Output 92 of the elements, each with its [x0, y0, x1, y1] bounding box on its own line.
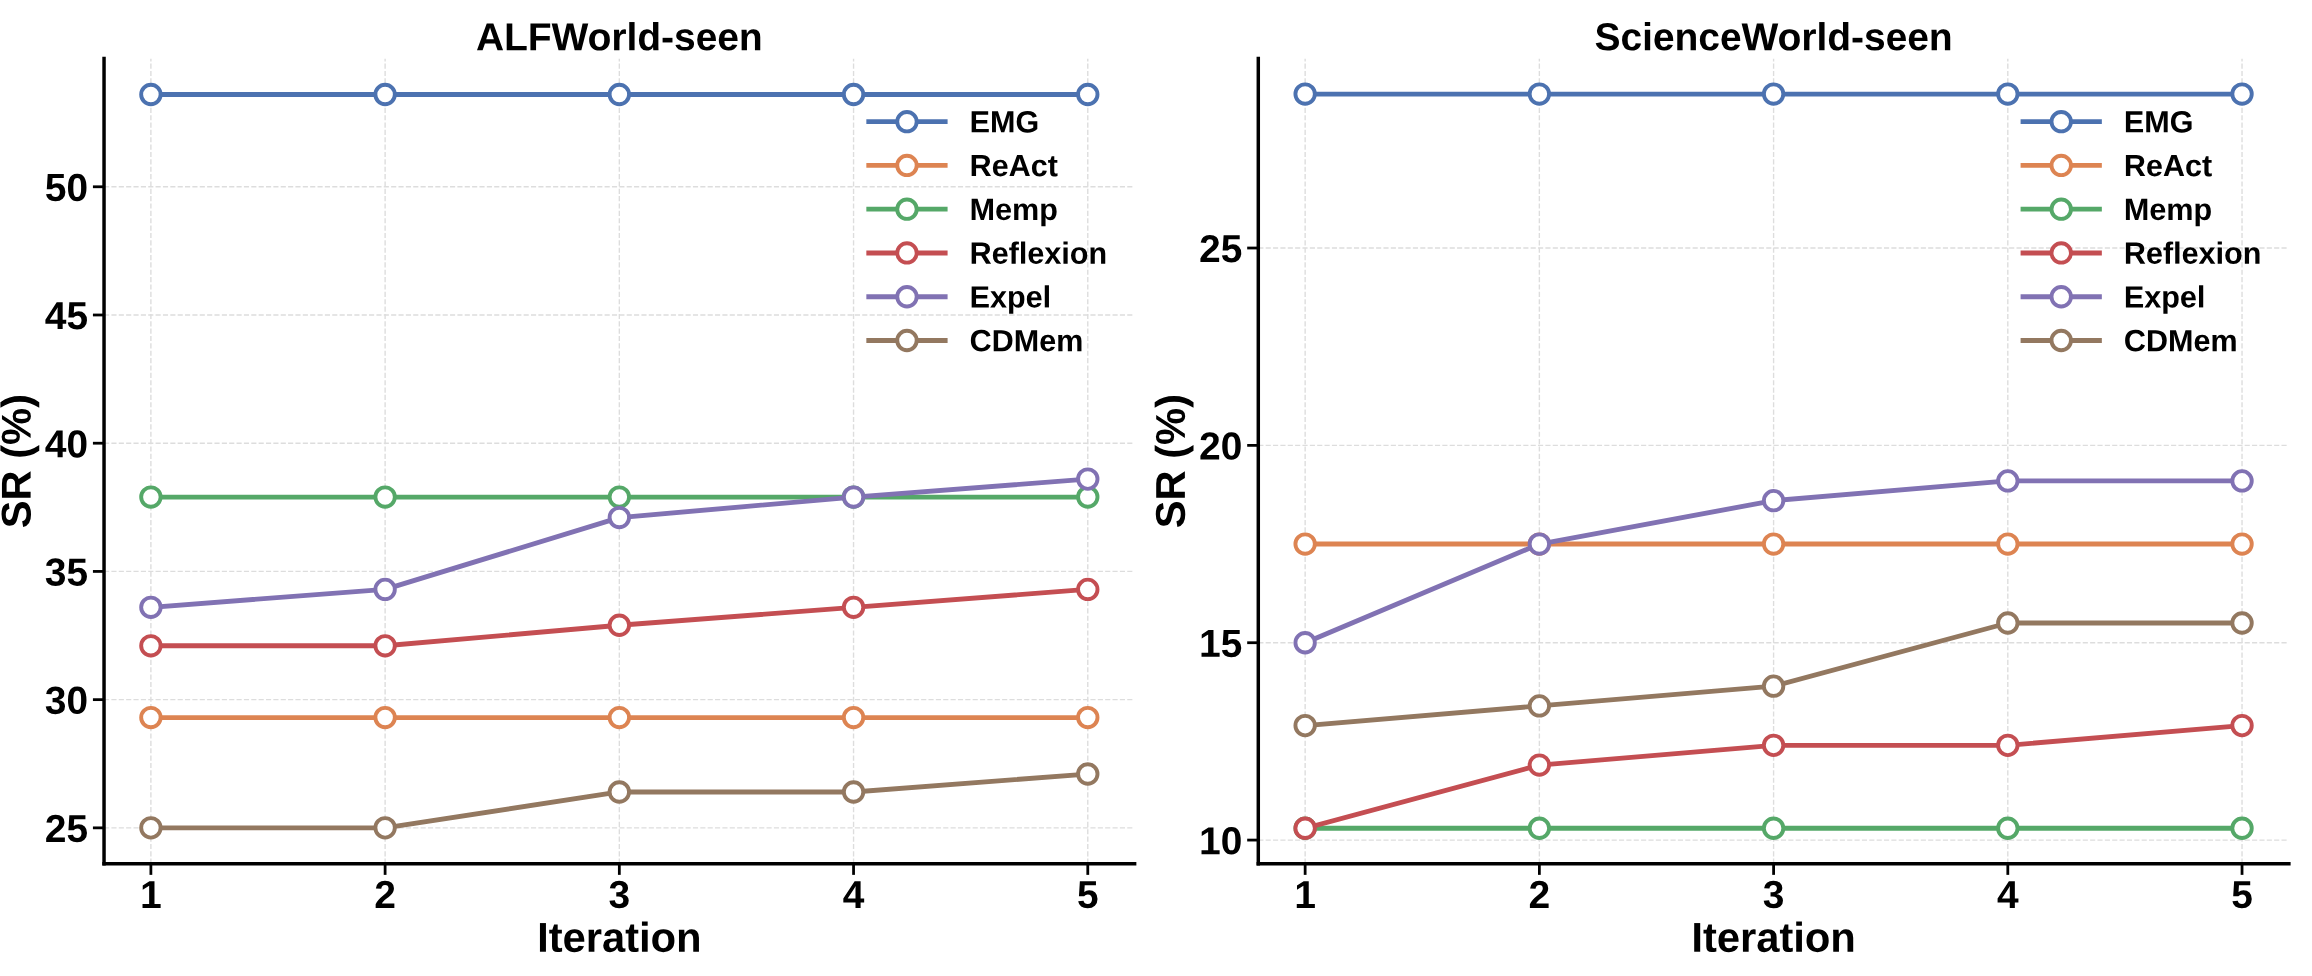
point [373, 816, 397, 840]
legend-label: CDMem [970, 329, 1082, 352]
point [607, 82, 631, 107]
point [841, 595, 866, 619]
legend-label: Reflexion [2125, 241, 2260, 264]
legend-label: CDMem [2125, 329, 2236, 352]
y-tick-label: 40 [45, 430, 87, 458]
point [373, 634, 397, 658]
point [1527, 816, 1552, 840]
point [1761, 82, 1786, 106]
x-tick-label: 2 [375, 880, 395, 908]
point [607, 505, 631, 530]
point [139, 634, 163, 658]
x-tick-label: 3 [1763, 880, 1783, 909]
point [1761, 816, 1786, 840]
chart-title: ScienceWorld-seen [1595, 22, 1951, 51]
point [1527, 694, 1552, 718]
point [841, 705, 866, 730]
x-axis-title: Iteration [1694, 921, 1854, 953]
point [1076, 762, 1100, 786]
y-tick-label: 20 [1200, 432, 1241, 460]
point [2230, 82, 2254, 106]
point [607, 780, 631, 804]
point [373, 485, 397, 509]
legend-label: EMG [2125, 111, 2192, 133]
point [139, 705, 163, 730]
point [139, 595, 163, 619]
point [1996, 469, 2020, 493]
legend-label: Expel [2125, 285, 2204, 314]
x-axis-title: Iteration [539, 921, 699, 953]
y-tick-label: 25 [46, 814, 87, 843]
point [1761, 674, 1786, 698]
point [1076, 577, 1100, 602]
x-tick-label: 1 [1296, 881, 1315, 908]
point [1076, 467, 1100, 491]
x-tick-label: 5 [2232, 881, 2252, 909]
point [139, 816, 163, 840]
x-tick-label: 4 [1997, 881, 2019, 908]
point [1996, 532, 2020, 556]
y-tick-label: 45 [45, 302, 87, 330]
point [2230, 713, 2254, 738]
legend-label: Expel [971, 285, 1049, 314]
y-axis-title: SR (%) [0, 396, 40, 528]
point [607, 613, 631, 637]
legend-label: Memp [2125, 198, 2211, 227]
point [1076, 705, 1100, 730]
point [841, 82, 866, 107]
point [2230, 469, 2254, 493]
y-axis-title: SR (%) [1154, 396, 1194, 528]
point [1761, 532, 1786, 556]
point [1996, 611, 2020, 635]
point [373, 577, 397, 602]
legend-label: ReAct [2125, 155, 2212, 177]
point [1996, 816, 2020, 840]
point [1761, 733, 1786, 758]
point [1076, 82, 1100, 107]
y-tick-label: 10 [1201, 827, 1241, 855]
point [841, 780, 866, 804]
legend-label: ReAct [971, 155, 1058, 177]
x-tick-label: 5 [1078, 881, 1098, 909]
legend-label: Memp [971, 198, 1057, 227]
point [1527, 82, 1552, 106]
legend-label: Reflexion [971, 241, 1106, 264]
x-tick-label: 4 [843, 881, 865, 908]
y-tick-label: 50 [46, 173, 87, 202]
point [2230, 816, 2254, 840]
y-tick-label: 25 [1200, 234, 1242, 263]
point [1293, 631, 1317, 655]
point [139, 82, 163, 107]
y-tick-label: 15 [1201, 630, 1242, 658]
point [1761, 488, 1786, 513]
point [1293, 713, 1317, 738]
chart-title: ALFWorld-seen [476, 22, 761, 51]
point [1996, 82, 2020, 106]
point [139, 485, 163, 509]
point [1996, 733, 2020, 758]
y-tick-label: 30 [45, 686, 87, 715]
x-tick-label: 1 [142, 881, 161, 908]
x-tick-label: 3 [609, 880, 629, 909]
point [607, 485, 631, 509]
point [1293, 82, 1317, 106]
x-tick-label: 2 [1529, 880, 1549, 908]
y-tick-label: 35 [45, 558, 87, 586]
point [607, 705, 631, 730]
legend-label: EMG [971, 111, 1038, 133]
point [373, 705, 397, 730]
point [1527, 753, 1552, 777]
point [1076, 485, 1100, 509]
point [373, 82, 397, 107]
point [2230, 532, 2254, 556]
point [2230, 611, 2254, 635]
point [1293, 532, 1317, 556]
